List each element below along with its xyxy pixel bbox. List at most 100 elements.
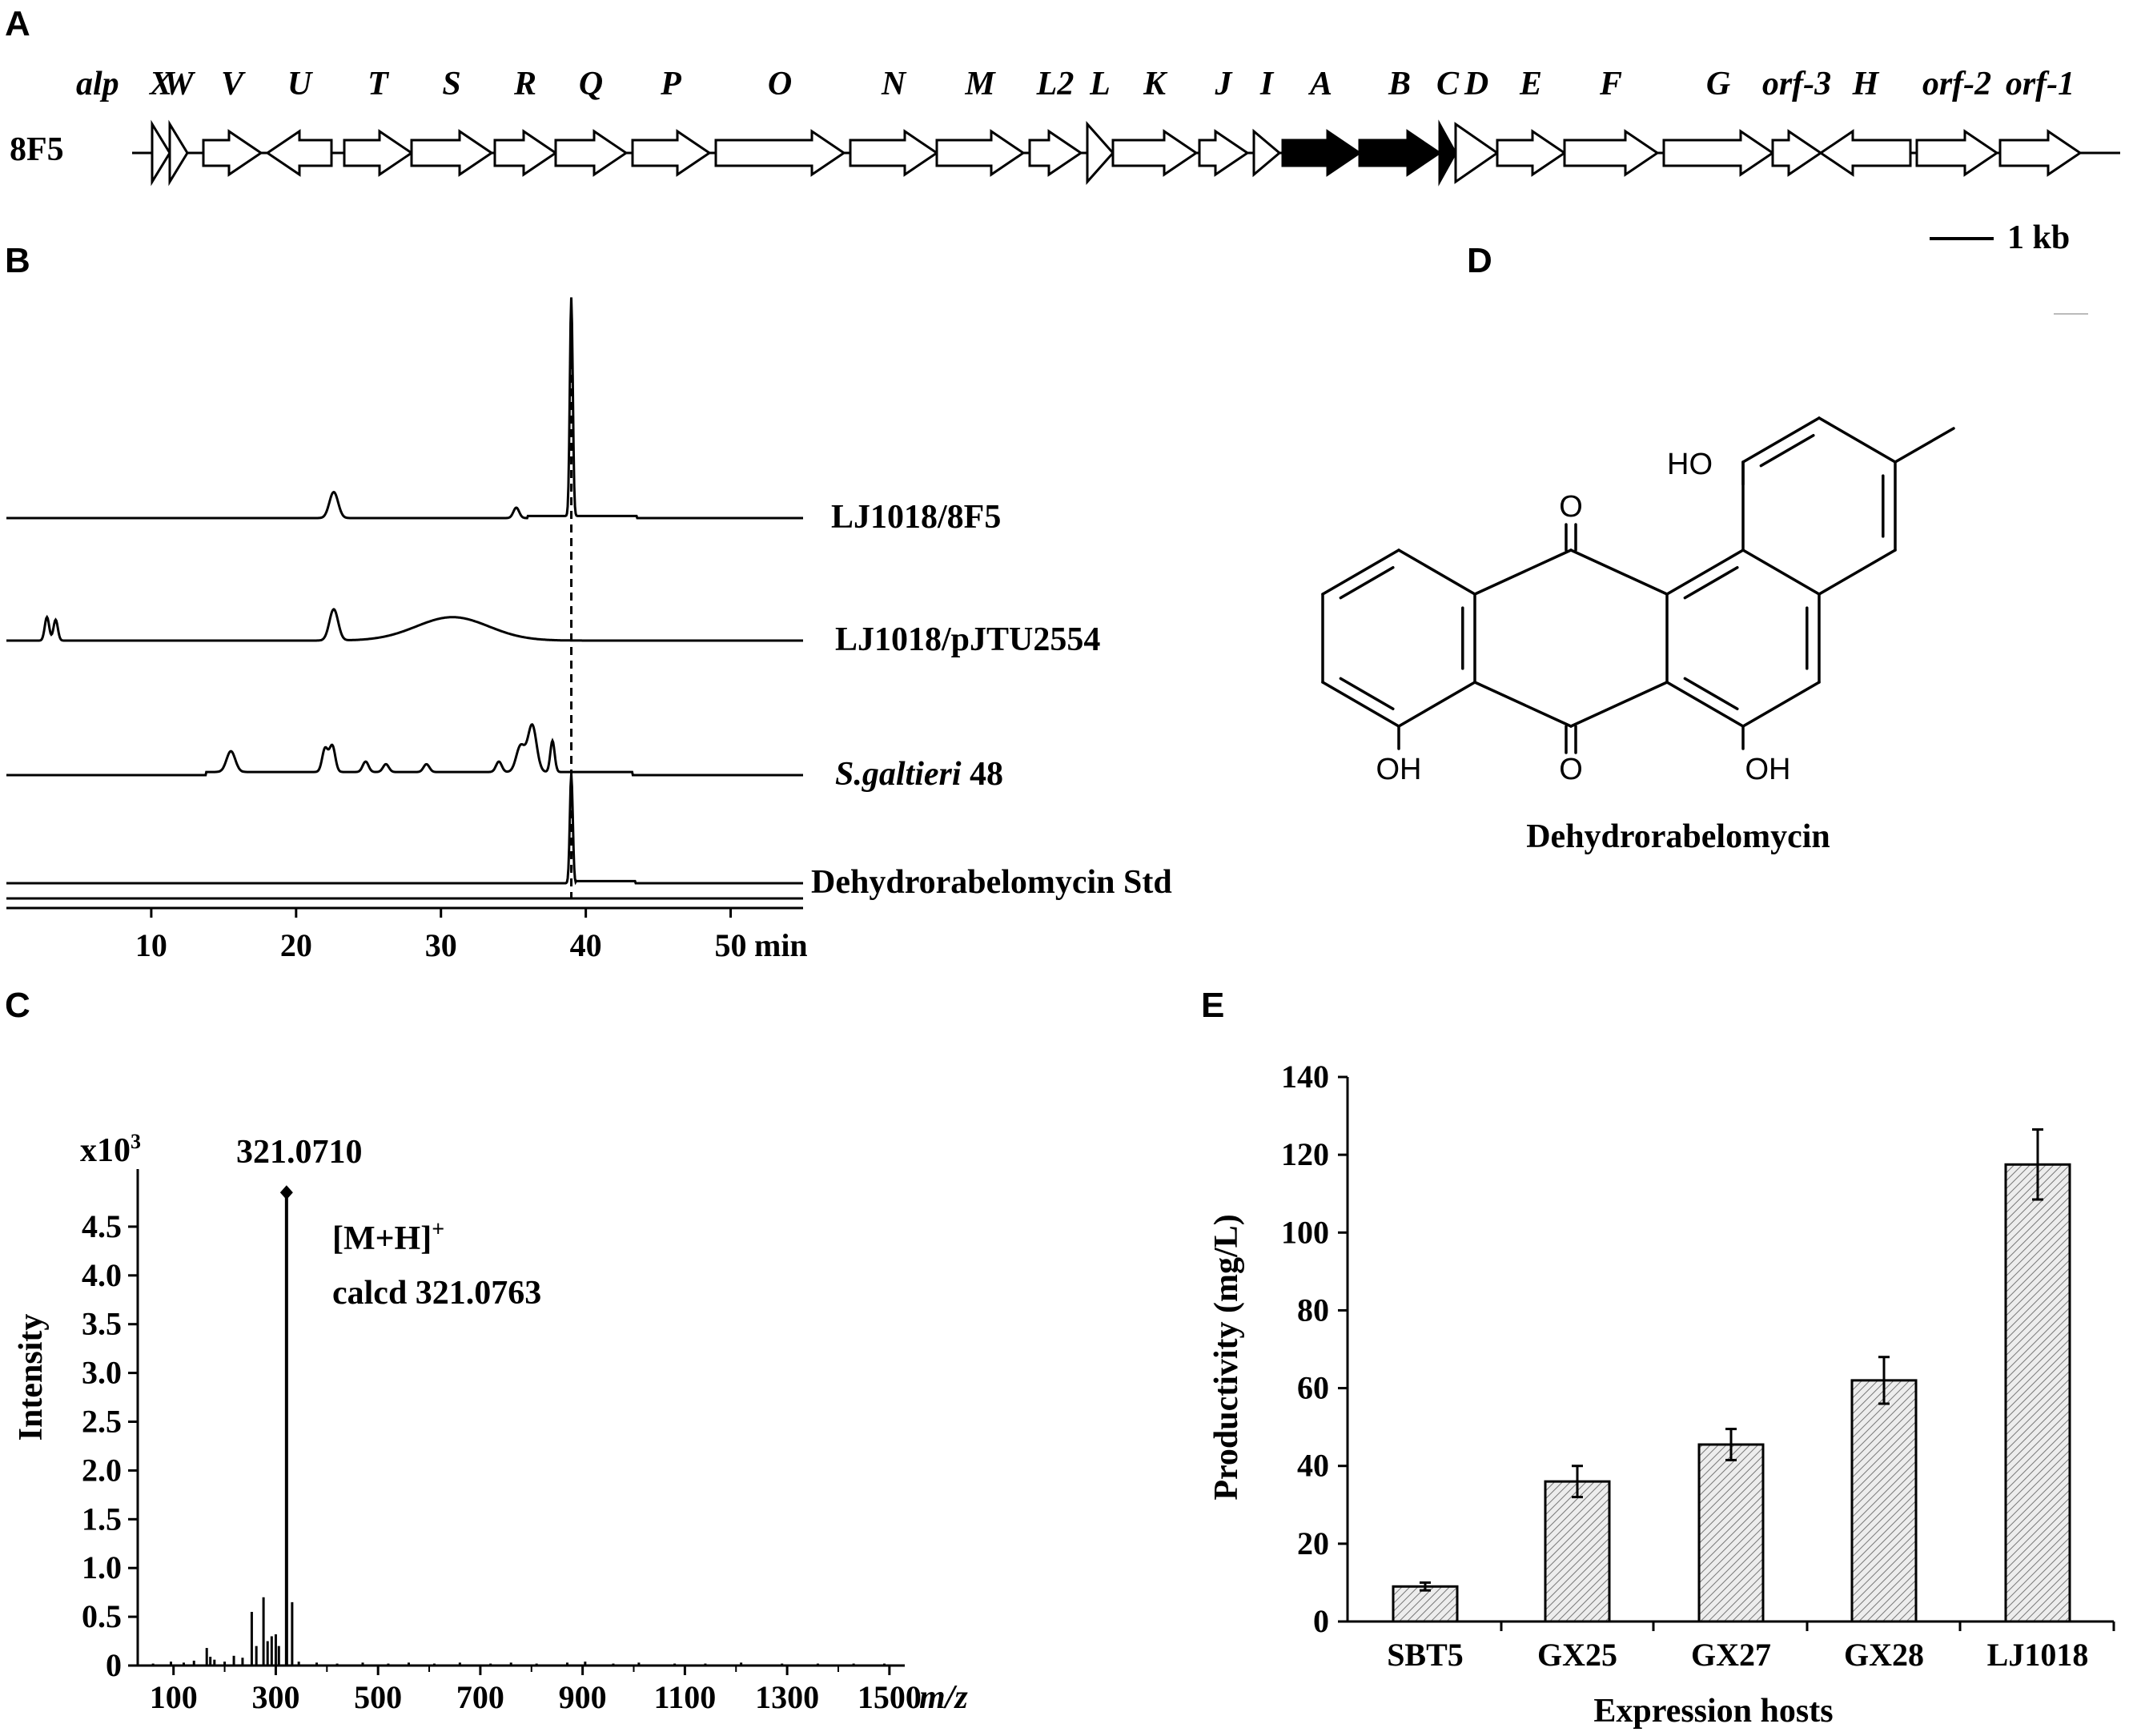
x-tick-label-1500: 1500 [858,1679,922,1715]
gene-label-H: H [1852,66,1880,102]
y-tick-label-2.0: 2.0 [82,1452,122,1488]
y-tick-label-2.5: 2.5 [82,1404,122,1440]
gene-arrow-K [1111,129,1199,177]
x-tick-label-300: 300 [251,1679,299,1715]
trace-label-3: Dehydrorabelomycin Std [811,864,1172,901]
gene-arrow-orf-2 [1915,129,1999,177]
bond-12 [1741,549,1821,596]
atom-ho: HO [1667,448,1713,481]
gene-label-orf-1: orf-1 [2006,66,2075,102]
x-tick-label-20: 20 [280,927,312,963]
trace-labels: LJ1018/8F5 LJ1018/pJTU2554 S.galtieri 48 De… [811,499,1172,901]
gene-label-L2: L2 [1036,66,1075,102]
gene-arrow-V [202,129,263,177]
gene-arrow-W [168,119,189,187]
x-tick-label-10: 10 [135,927,167,963]
bond-14 [1741,681,1821,728]
x-tick-label-700: 700 [456,1679,504,1715]
x-tick-label-LJ1018: LJ1018 [1987,1637,2089,1673]
y-axis-ticks: 0 0.5 1.0 1.5 2.0 2.5 3.0 3.5 4.0 4.5 [82,1208,138,1683]
double-bond-d1 [1759,434,1815,468]
gene-arrow-E [1496,129,1567,177]
gene-arrow-L2 [1028,129,1083,177]
y-tick-label-0: 0 [106,1647,122,1683]
x-axis-unit: min [754,927,808,963]
x-tick-label-GX25: GX25 [1537,1637,1617,1673]
mass-spectrum-panel: x103 Intensity 0 0.5 1.0 1.5 2.0 2.5 3.0 3.5 4.0… [13,1130,968,1716]
structure-panel: HO O O OH OH Dehydrorabelomycin [1321,313,2088,855]
gene-arrow-S [410,129,494,177]
cluster-label: 8F5 [10,131,64,168]
bond-18 [1818,416,1897,464]
compound-name: Dehydrorabelomycin [1526,818,1830,855]
bond-10 [1473,681,1573,728]
ms-peaks [151,1192,886,1666]
bar-SBT5 [1392,1585,1459,1623]
x-tick-label-100: 100 [150,1679,198,1715]
y-unit-label: x103 [80,1130,141,1169]
gene-label-R: R [513,66,536,102]
trace-line-0 [6,297,803,520]
y-tick-label-4.5: 4.5 [82,1208,122,1244]
gene-label-W: W [163,66,195,102]
gene-arrow-G [1662,129,1775,177]
x-axis-label: m/z [919,1679,968,1716]
y-tick-label-4.0: 4.0 [82,1257,122,1293]
trace-label-2: S.galtieri 48 [835,756,1003,793]
bond-9 [1569,681,1669,728]
gene-arrow-P [631,129,712,177]
trace-line-3 [6,774,803,886]
hplc-traces [6,297,803,886]
y-tick-label-1.0: 1.0 [82,1549,122,1585]
double-bond-c1 [1683,566,1739,600]
trace-line-2 [6,722,803,777]
x-tick-label-GX27: GX27 [1691,1637,1771,1673]
gene-label-M: M [964,66,996,102]
gene-label-O: O [768,66,792,102]
gene-arrow-N [849,129,939,177]
panel-label-e: E [1201,986,1224,1025]
bond-7 [1569,549,1669,596]
gene-label-J: J [1215,66,1234,102]
calcd-annotation: calcd 321.0763 [332,1275,541,1312]
gene-label-orf-2: orf-2 [1922,66,1991,102]
gene-arrow-O [714,129,846,177]
x-tick-label-900: 900 [559,1679,607,1715]
gene-label-A: A [1307,66,1332,102]
x-axis-ticks: 10 20 30 40 50 [135,908,747,963]
gene-label-I: I [1259,66,1275,102]
y-tick-label-140: 140 [1281,1059,1329,1095]
gene-label-orf-3: orf-3 [1762,66,1831,102]
gene-arrow-orf-3 [1771,129,1823,177]
gene-arrow-X [151,119,171,187]
y-axis-label: Productivity (mg/L) [1208,1214,1245,1500]
panel-label-d: D [1467,241,1492,280]
atom-oh-left: OH [1376,753,1422,786]
gene-label-T: T [368,66,390,102]
bar-GX27 [1697,1443,1765,1623]
x-tick-label-40: 40 [570,927,602,963]
gene-label-D: D [1464,66,1488,102]
y-axis-ticks: 0 20 40 60 80 100 120 140 [1281,1059,1348,1639]
gene-label-P: P [660,66,681,102]
trace-label-1: LJ1018/pJTU2554 [835,621,1100,658]
scale-bar-label: 1 kb [2007,219,2070,256]
bar-LJ1018 [2004,1163,2071,1623]
bond-11 [1665,549,1745,596]
bond-methyl [1894,427,1955,464]
y-tick-label-0: 0 [1313,1603,1329,1639]
bond-20 [1818,549,1897,596]
peak-label: 321.0710 [236,1134,363,1171]
gene-arrow-T [343,129,414,177]
bond-17 [1741,416,1821,464]
gene-label-S: S [442,66,460,102]
gene-arrow-B [1358,129,1442,177]
trace-label-0: LJ1018/8F5 [831,499,1001,536]
double-bond-c3 [1683,677,1739,710]
x-tick-label-1300: 1300 [755,1679,819,1715]
double-bond-a2 [1339,677,1395,710]
panel-label-a: A [5,4,30,43]
hplc-panel: LJ1018/8F5 LJ1018/pJTU2554 S.galtieri 48 De… [6,297,1172,963]
x-axis-label: Expression hosts [1593,1693,1833,1730]
